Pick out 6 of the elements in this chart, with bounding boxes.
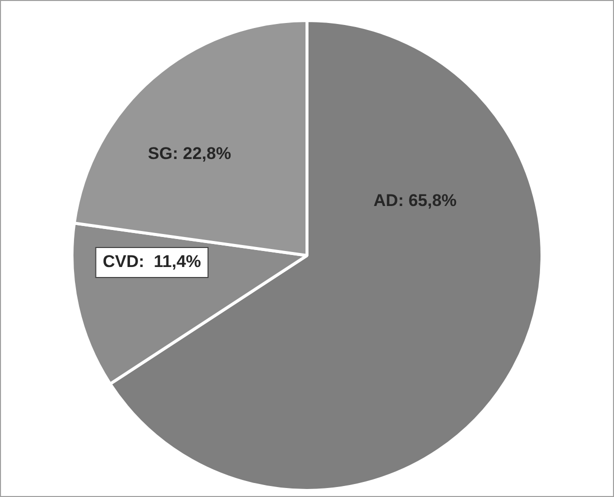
data-label: : 11,4% [138,252,202,272]
slice-label: SG [148,144,172,164]
slice-label: CVD [102,252,139,272]
slice-label: AD [374,191,398,210]
data-label: : 22,8% [172,144,232,164]
data-label: : 65,8% [398,191,457,210]
